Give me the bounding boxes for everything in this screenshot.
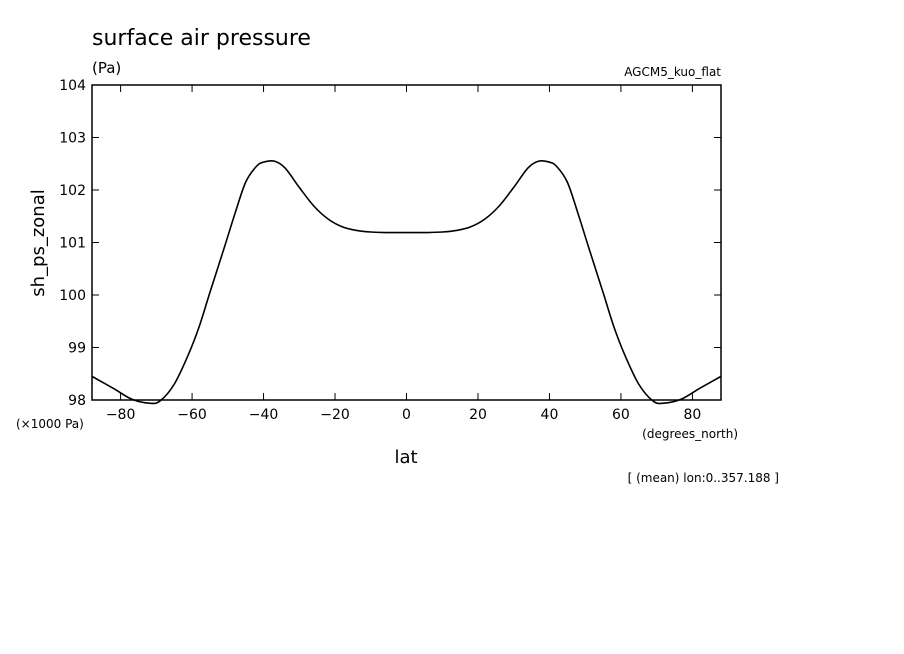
plot-area: −80 −60 −40 −20 0 20 40 60 80 98 99 100 101 102 103 10… (59, 78, 722, 423)
series-line (91, 159, 722, 405)
chart-title: surface air pressure (92, 26, 311, 51)
x-units-label: (degrees_north) (642, 427, 738, 441)
y-tick-label: 102 (59, 183, 86, 199)
x-tick-label: −60 (177, 407, 207, 423)
x-tick-label: 40 (541, 407, 559, 423)
footnote: [ (mean) lon:0..357.188 ] (628, 471, 779, 485)
y-tick-labels: 98 99 100 101 102 103 104 (59, 78, 86, 409)
series-layer (91, 159, 722, 405)
y-tick-label: 101 (59, 236, 86, 252)
units-label: (Pa) (92, 59, 121, 77)
x-tick-label: 80 (683, 407, 701, 423)
y-tick-label: 99 (68, 341, 86, 357)
y-tick-label: 98 (68, 393, 86, 409)
x-tick-label: 20 (469, 407, 487, 423)
plot-frame (91, 84, 722, 401)
y-tick-label: 100 (59, 288, 86, 304)
x-tick-label: −20 (320, 407, 350, 423)
x-tick-label: −80 (106, 407, 136, 423)
y-scale-label: (×1000 Pa) (16, 417, 84, 431)
x-tick-labels: −80 −60 −40 −20 0 20 40 60 80 (106, 407, 702, 423)
y-tick-label: 103 (59, 131, 86, 147)
x-axis-title: lat (394, 447, 417, 468)
model-label: AGCM5_kuo_flat (624, 65, 721, 79)
x-tick-label: −40 (249, 407, 279, 423)
y-axis-title: sh_ps_zonal (28, 189, 49, 297)
x-tick-label: 60 (612, 407, 630, 423)
tick-marks (92, 84, 721, 401)
x-tick-label: 0 (402, 407, 411, 423)
y-tick-label: 104 (59, 78, 86, 94)
